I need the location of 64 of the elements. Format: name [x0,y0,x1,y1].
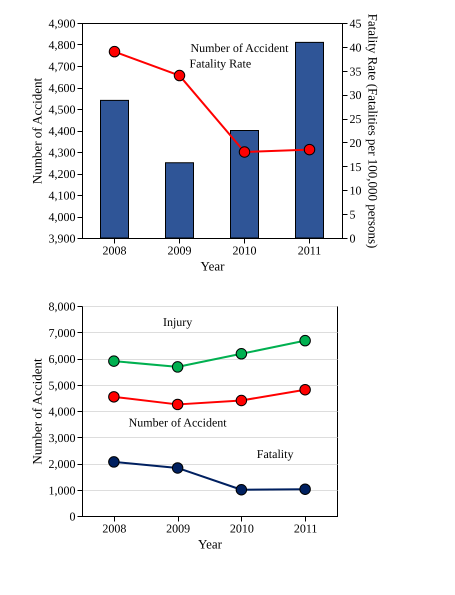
y-tick-label: 4,000 [48,210,76,224]
y-tick-label: 4,500 [48,102,76,116]
y-tick-label: 4,100 [48,188,76,202]
y-tick-label: 4,300 [48,146,76,160]
point [108,46,120,58]
point [299,483,311,495]
x-tick-label: 2011 [298,244,322,258]
x-tick-label: 2009 [166,522,190,536]
point [236,348,248,360]
y2-tick-label: 30 [350,88,362,102]
y2-tick-label: 40 [350,40,362,54]
point [236,484,248,496]
y-tick-label: 6,000 [48,352,76,366]
y-tick-label: 4,200 [48,167,76,181]
series-label: Number of Accident [190,40,290,55]
point [236,394,248,406]
series-label: Fatality Rate [190,56,252,71]
point [172,361,184,373]
y-tick-label: 4,400 [48,124,76,138]
x-tick-label: 2010 [232,244,256,258]
x-tick-label: 2009 [168,244,192,258]
y-tick-label: 8,000 [48,300,76,314]
y-tick-label: 2,000 [48,457,76,471]
y-tick-label: 4,000 [48,404,76,418]
point [304,144,316,156]
y-tick-label: 0 [70,510,76,524]
point [174,70,186,82]
x-axis-title: Year [198,536,223,552]
series-label: Number of Accident [128,415,228,430]
y2-tick-label: 5 [350,208,356,222]
point [108,391,120,403]
point [172,398,184,410]
y-tick-label: 1,000 [48,483,76,498]
y-tick-label: 3,000 [48,430,76,445]
y2-tick-label: 45 [350,16,362,30]
text: Injury [162,314,192,329]
y-tick-label: 3,900 [48,232,76,246]
y2-axis-title: Fatality Rate (Fatalities per 100,000 persons) [366,14,380,248]
point [299,384,311,396]
y2-tick-label: 0 [350,232,356,246]
y-tick-label: 4,700 [48,60,76,74]
y2-tick-label: 35 [350,64,362,78]
y-axis-title: Number of Accident [30,78,44,184]
y2-tick-label: 25 [350,112,362,126]
y2-tick-label: 10 [350,184,362,198]
x-axis-title: Year [200,258,226,274]
point [238,146,250,158]
y-tick-label: 7,000 [48,326,76,340]
x-tick-label: 2008 [102,244,126,258]
text: Fatality [256,447,294,462]
y2-tick-label: 20 [350,136,362,150]
y-tick-label: 4,800 [48,38,76,52]
y2-tick-label: 15 [350,160,362,174]
y-tick-label: 4,900 [48,16,76,30]
point [299,334,311,346]
y-axis-title: Number of Accident [30,358,44,465]
y-tick-label: 4,600 [48,81,76,95]
point [108,456,120,468]
point [108,355,120,367]
y-tick-label: 5,000 [48,378,76,392]
point [172,462,184,474]
x-tick-label: 2011 [294,522,318,536]
x-tick-label: 2008 [102,522,126,536]
x-tick-label: 2010 [230,522,254,536]
